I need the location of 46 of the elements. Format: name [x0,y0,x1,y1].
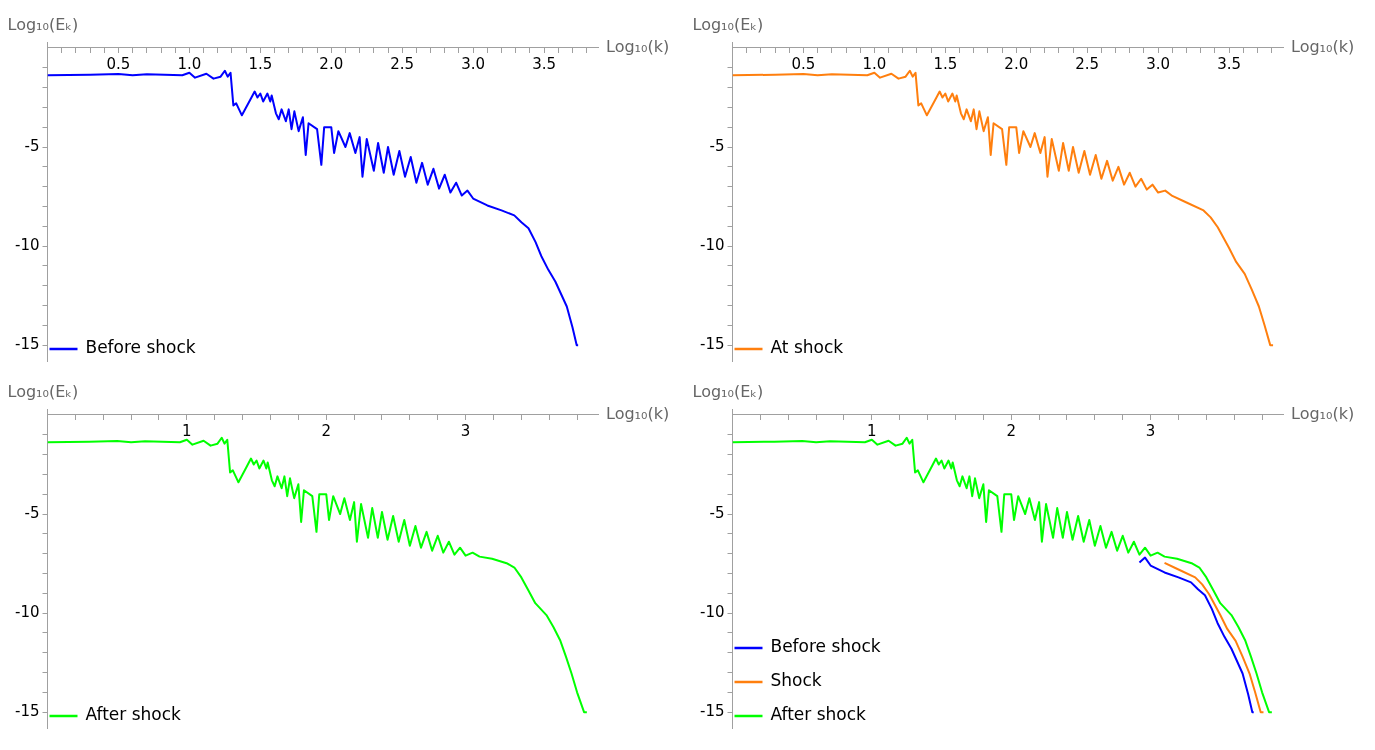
x-tick-label: 1.5 [248,54,273,73]
y-axis-title: Log₁₀(Eₖ) [692,15,764,35]
y-tick-label: -10 [700,235,725,254]
x-tick-label: 3 [1145,421,1156,440]
y-tick-label: -5 [24,503,40,522]
legend-label: After shock [85,704,182,725]
y-axis-title: Log₁₀(Eₖ) [7,382,79,402]
legend-label: After shock [770,704,867,725]
y-axis-title: Log₁₀(Eₖ) [7,15,79,35]
y-tick-label: -5 [709,136,725,155]
y-tick-label: -15 [700,702,725,721]
y-axis-title: Log₁₀(Eₖ) [692,382,764,402]
y-tick-label: -15 [700,335,725,354]
x-tick-label: 2.0 [1004,54,1029,73]
y-tick-label: -5 [709,503,725,522]
x-axis-title: Log₁₀(k) [606,37,670,57]
x-tick-label: 2 [321,421,332,440]
y-tick-label: -15 [15,702,40,721]
x-tick-label: 3.0 [461,54,486,73]
x-tick-label: 0.5 [791,54,816,73]
x-tick-label: 1.5 [933,54,958,73]
x-tick-label: 1 [182,421,192,440]
x-tick-label: 2.5 [390,54,415,73]
x-tick-label: 3.5 [1217,54,1242,73]
y-tick-label: -10 [700,602,725,621]
y-tick-label: -15 [15,335,40,354]
x-axis-title: Log₁₀(k) [1291,404,1355,424]
x-tick-label: 2.5 [1075,54,1100,73]
legend-label: Shock [770,670,822,691]
legend-label: At shock [770,337,844,358]
y-tick-label: -10 [15,235,40,254]
x-tick-label: 3.5 [532,54,557,73]
legend-label: Before shock [85,337,196,358]
x-tick-label: 3 [460,421,471,440]
x-tick-label: 3.0 [1146,54,1171,73]
legend-label: Before shock [770,636,881,657]
x-tick-label: 2 [1006,421,1017,440]
y-tick-label: -10 [15,602,40,621]
y-tick-label: -5 [24,136,40,155]
x-tick-label: 0.5 [106,54,131,73]
x-tick-label: 2.0 [319,54,344,73]
x-tick-label: 1.0 [177,54,202,73]
x-tick-label: 1 [867,421,877,440]
x-axis-title: Log₁₀(k) [606,404,670,424]
x-axis-title: Log₁₀(k) [1291,37,1355,57]
x-tick-label: 1.0 [862,54,887,73]
